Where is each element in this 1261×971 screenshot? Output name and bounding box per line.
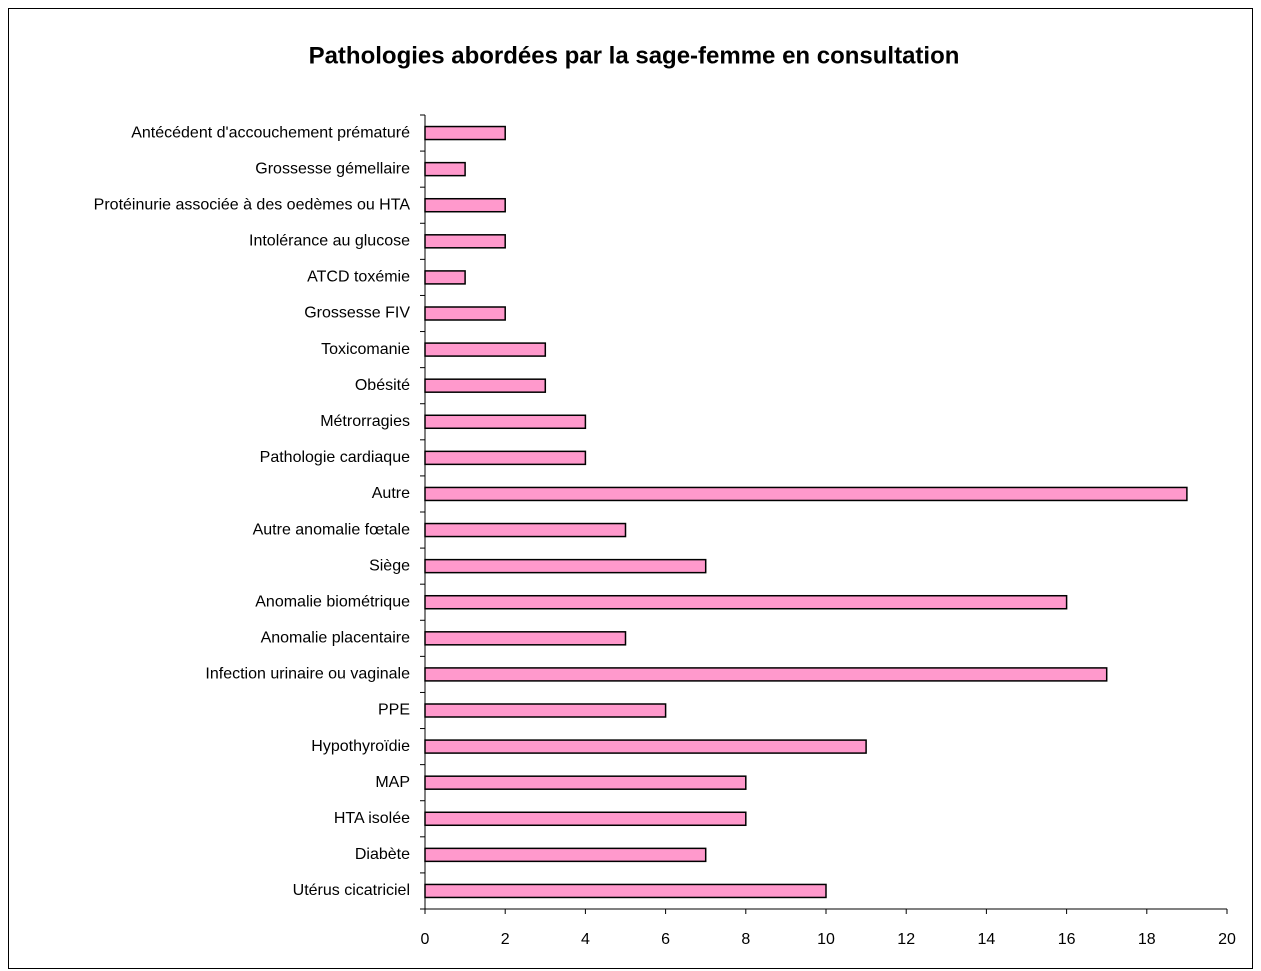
x-tick-label: 8 bbox=[741, 931, 750, 948]
y-tick-label: Protéinurie associée à des oedèmes ou HT… bbox=[94, 196, 411, 213]
bar bbox=[424, 631, 627, 646]
y-tick-label: Métrorragies bbox=[320, 413, 410, 430]
x-tick-label: 14 bbox=[978, 931, 996, 948]
bar bbox=[424, 811, 747, 827]
y-tick-label: Grossesse gémellaire bbox=[255, 160, 410, 177]
bar bbox=[424, 234, 506, 249]
bar bbox=[424, 270, 466, 285]
x-tick-label: 6 bbox=[661, 931, 670, 948]
y-tick-label: Hypothyroïdie bbox=[311, 738, 410, 755]
y-tick-label: Pathologie cardiaque bbox=[260, 449, 410, 466]
y-tick-label: PPE bbox=[378, 702, 410, 719]
bar bbox=[424, 342, 547, 357]
x-tick-label: 2 bbox=[501, 931, 510, 948]
bar bbox=[424, 775, 747, 790]
bar bbox=[424, 414, 587, 430]
y-tick-label: Anomalie placentaire bbox=[261, 630, 411, 647]
bar bbox=[424, 125, 506, 141]
y-tick-label: Intolérance au glucose bbox=[249, 233, 410, 250]
x-tick-label: 16 bbox=[1058, 931, 1076, 948]
bar bbox=[424, 161, 466, 177]
x-tick-label: 10 bbox=[817, 931, 835, 948]
bar bbox=[424, 558, 707, 574]
bar bbox=[424, 522, 627, 538]
bar bbox=[424, 486, 1188, 502]
y-tick-label: ATCD toxémie bbox=[307, 269, 410, 286]
bar bbox=[424, 450, 587, 466]
y-tick-label: Obésité bbox=[355, 377, 410, 394]
y-tick-label: Siège bbox=[369, 557, 410, 574]
x-tick-label: 12 bbox=[897, 931, 915, 948]
bar bbox=[424, 197, 506, 213]
bar bbox=[424, 667, 1108, 682]
bar bbox=[424, 594, 1068, 610]
y-tick-label: MAP bbox=[375, 774, 410, 791]
y-tick-label: Diabète bbox=[355, 846, 410, 863]
y-tick-label: Utérus cicatriciel bbox=[293, 882, 410, 899]
bar bbox=[424, 378, 547, 393]
bar bbox=[424, 847, 707, 863]
bar bbox=[424, 306, 506, 321]
y-tick-label: Grossesse FIV bbox=[304, 305, 410, 322]
chart-title: Pathologies abordées par la sage-femme e… bbox=[309, 42, 960, 69]
bar bbox=[424, 739, 867, 754]
x-tick-label: 4 bbox=[581, 931, 590, 948]
y-tick-label: Anomalie biométrique bbox=[255, 593, 410, 610]
y-tick-label: Autre bbox=[372, 485, 410, 502]
y-tick-label: Toxicomanie bbox=[321, 341, 410, 358]
y-tick-label: Autre anomalie fœtale bbox=[253, 521, 411, 538]
x-tick-label: 20 bbox=[1218, 931, 1236, 948]
y-tick-label: Infection urinaire ou vaginale bbox=[205, 666, 410, 683]
y-tick-label: Antécédent d'accouchement prématuré bbox=[131, 124, 410, 141]
bar bbox=[424, 883, 827, 899]
y-tick-label: HTA isolée bbox=[334, 810, 410, 827]
x-tick-label: 18 bbox=[1138, 931, 1156, 948]
x-tick-label: 0 bbox=[421, 931, 430, 948]
bar bbox=[424, 703, 667, 718]
